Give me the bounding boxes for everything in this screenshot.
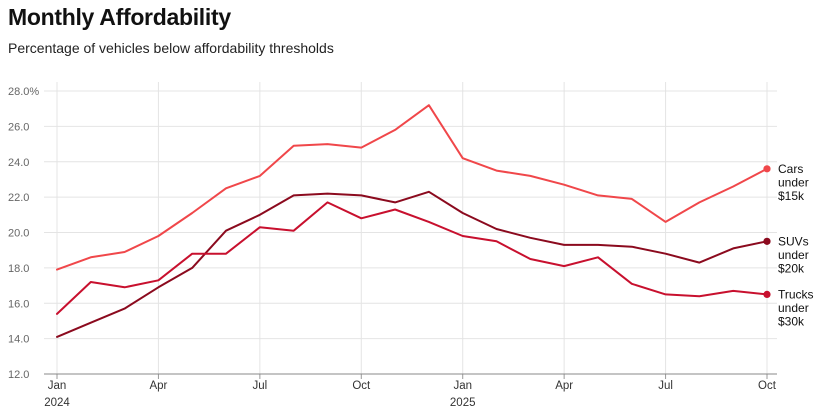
y-tick-label: 22.0 [8,192,29,204]
series-label-cars: Cars [778,162,803,176]
x-tick-label: Oct [352,380,371,392]
series-label-cars: under [778,175,809,189]
series-line-suvs [56,190,768,338]
series-line-trucks [56,201,768,315]
y-tick-label: 28.0% [8,86,39,98]
series-label-suvs: $20k [778,261,805,275]
x-tick-year-label: 2025 [450,397,476,409]
x-tick-label: Jul [253,380,268,392]
y-tick-label: 12.0 [8,369,29,381]
y-tick-label: 20.0 [8,228,29,240]
series-label-suvs: SUVs [778,234,809,248]
y-tick-label: 14.0 [8,334,29,346]
x-tick-label: Oct [758,380,777,392]
y-tick-label: 16.0 [8,298,29,310]
y-tick-label: 18.0 [8,263,29,275]
x-tick-year-label: 2024 [44,397,70,409]
series-label-trucks: Trucks [778,287,814,301]
x-tick-label: Jul [658,380,673,392]
series-label-trucks: $30k [778,314,805,328]
y-tick-label: 26.0 [8,121,29,133]
chart-subtitle: Percentage of vehicles below affordabili… [8,40,334,56]
series-line-cars [56,104,768,271]
series-label-suvs: under [778,248,809,262]
series-end-marker-trucks [763,290,771,299]
x-tick-label: Jan [453,380,472,392]
series-end-marker-cars [763,165,771,173]
series-label-cars: $15k [778,189,805,203]
y-tick-label: 24.0 [8,157,29,169]
series-label-trucks: under [778,301,809,315]
x-tick-label: Apr [555,380,573,392]
chart-title: Monthly Affordability [8,4,231,30]
x-tick-label: Apr [149,380,167,392]
series-end-marker-suvs [763,237,771,245]
x-tick-label: Jan [48,380,67,392]
